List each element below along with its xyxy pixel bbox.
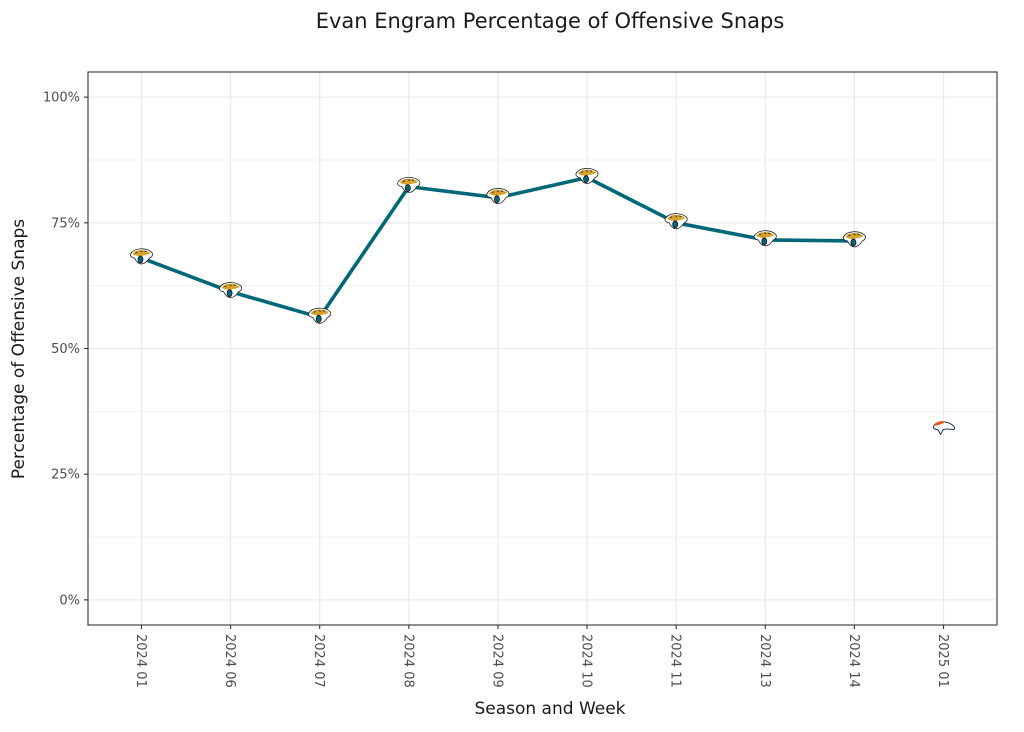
jaguars-logo-spots xyxy=(759,232,771,236)
jaguars-logo-icon xyxy=(664,213,688,230)
x-tick-label: 2024 10 xyxy=(579,634,594,688)
y-axis-title: Percentage of Offensive Snaps xyxy=(9,219,29,479)
grid xyxy=(88,72,997,625)
x-tick-label: 2024 06 xyxy=(222,634,237,688)
jaguars-logo-icon xyxy=(486,188,510,205)
jaguars-logo-icon xyxy=(308,307,332,324)
jaguars-logo-icon xyxy=(397,177,421,194)
jaguars-logo-mouth xyxy=(494,195,500,204)
jaguars-logo-spots xyxy=(402,179,415,182)
jaguars-logo-mouth xyxy=(137,255,144,264)
x-tick-label: 2024 09 xyxy=(489,634,504,688)
jaguars-logo-icon xyxy=(129,248,153,265)
jaguars-logo-icon xyxy=(753,230,777,247)
jaguars-logo-spots xyxy=(491,190,504,194)
jaguars-logo-mouth xyxy=(672,220,679,229)
x-tick-label: 2024 11 xyxy=(668,634,683,688)
jaguars-logo-mouth xyxy=(583,175,589,183)
jaguars-logo-mouth xyxy=(761,237,768,246)
jaguars-logo-mouth xyxy=(315,314,322,323)
x-tick-label: 2025 01 xyxy=(935,634,950,688)
jaguars-logo-spots xyxy=(580,170,593,173)
y-tick-label: 0% xyxy=(59,593,80,608)
broncos-logo-head xyxy=(932,421,956,436)
jaguars-logo-icon xyxy=(218,282,243,299)
jaguars-logo-spots xyxy=(313,309,325,313)
y-tick-label: 75% xyxy=(51,216,80,231)
y-axis: 0% 25% 50% 75% 100% xyxy=(43,91,88,608)
jaguars-logo-icon xyxy=(575,168,599,184)
y-tick-label: 100% xyxy=(43,91,80,106)
broncos-logo-mane xyxy=(934,421,946,426)
x-tick-label: 2024 07 xyxy=(311,634,326,688)
x-axis: 2024 01 2024 06 2024 07 2024 08 2024 09 2024 … xyxy=(133,625,950,688)
y-tick-label: 25% xyxy=(51,468,80,483)
jaguars-logo-mouth xyxy=(226,289,233,298)
jaguars-logo-spots xyxy=(848,233,860,237)
jaguars-logo-spots xyxy=(224,284,236,288)
jaguars-logo-mouth xyxy=(850,238,857,247)
x-tick-label: 2024 08 xyxy=(400,634,415,688)
x-tick-label: 2024 13 xyxy=(757,634,772,688)
broncos-logo-icon xyxy=(932,421,956,436)
markers xyxy=(129,168,956,436)
x-tick-label: 2024 14 xyxy=(846,634,861,688)
jaguars-logo-icon xyxy=(842,231,866,248)
y-tick-label: 50% xyxy=(51,342,80,357)
jaguars-logo-spots xyxy=(135,250,147,254)
x-tick-label: 2024 01 xyxy=(133,634,148,688)
chart-title: Evan Engram Percentage of Offensive Snap… xyxy=(316,9,785,33)
jaguars-logo-mouth xyxy=(404,184,411,193)
x-axis-title: Season and Week xyxy=(474,699,625,719)
jaguars-logo-spots xyxy=(669,215,682,219)
